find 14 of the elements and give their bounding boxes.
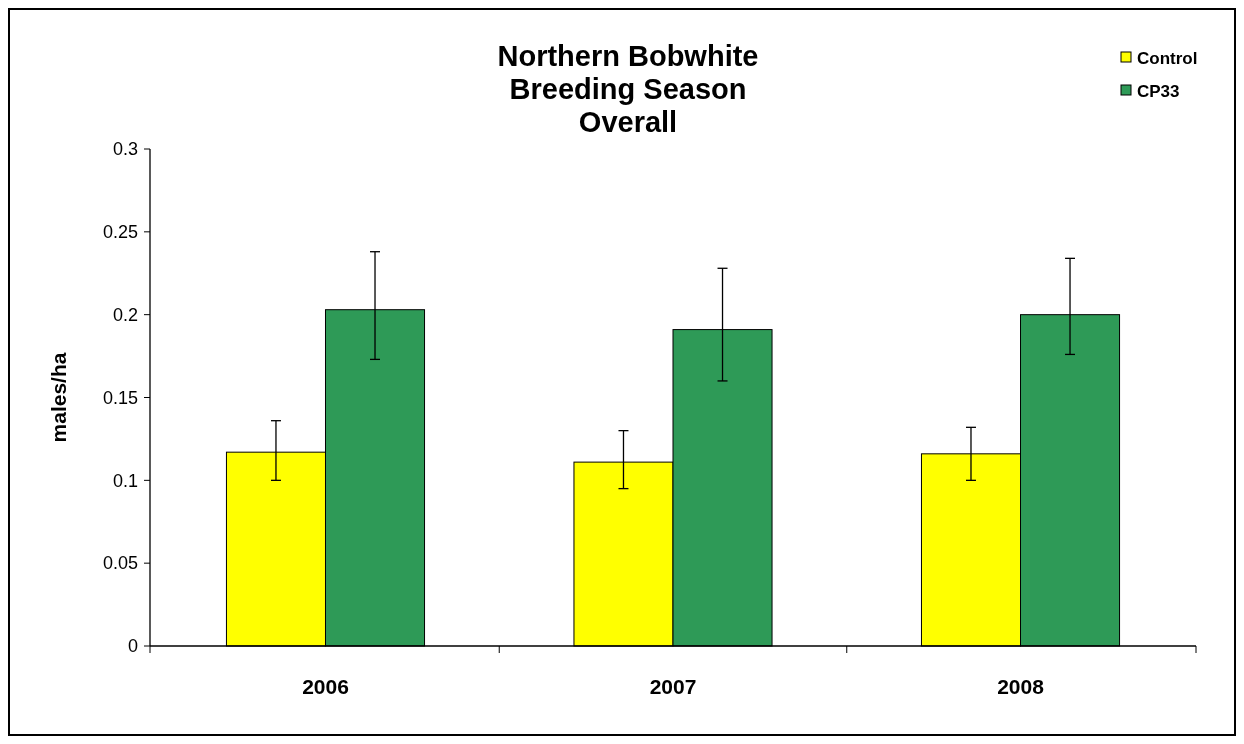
y-tick-label: 0.05 xyxy=(102,553,138,574)
y-tick-label: 0.15 xyxy=(102,387,138,408)
y-axis-title: males/ha xyxy=(47,352,70,443)
y-tick-label: 0 xyxy=(127,636,138,657)
x-tick-label: 2007 xyxy=(649,675,697,698)
legend-label: Control xyxy=(1137,48,1198,68)
x-tick-label: 2006 xyxy=(302,675,349,698)
y-tick-label: 0.3 xyxy=(112,139,138,160)
y-tick-label: 0.1 xyxy=(112,470,138,491)
y-tick-label: 0.2 xyxy=(112,304,138,325)
chart-title: Northern Bobwhite Breeding Season Overall xyxy=(497,40,759,138)
y-tick-label: 0.25 xyxy=(102,222,138,243)
legend-label: CP33 xyxy=(1137,81,1180,101)
x-tick-label: 2008 xyxy=(997,675,1045,698)
